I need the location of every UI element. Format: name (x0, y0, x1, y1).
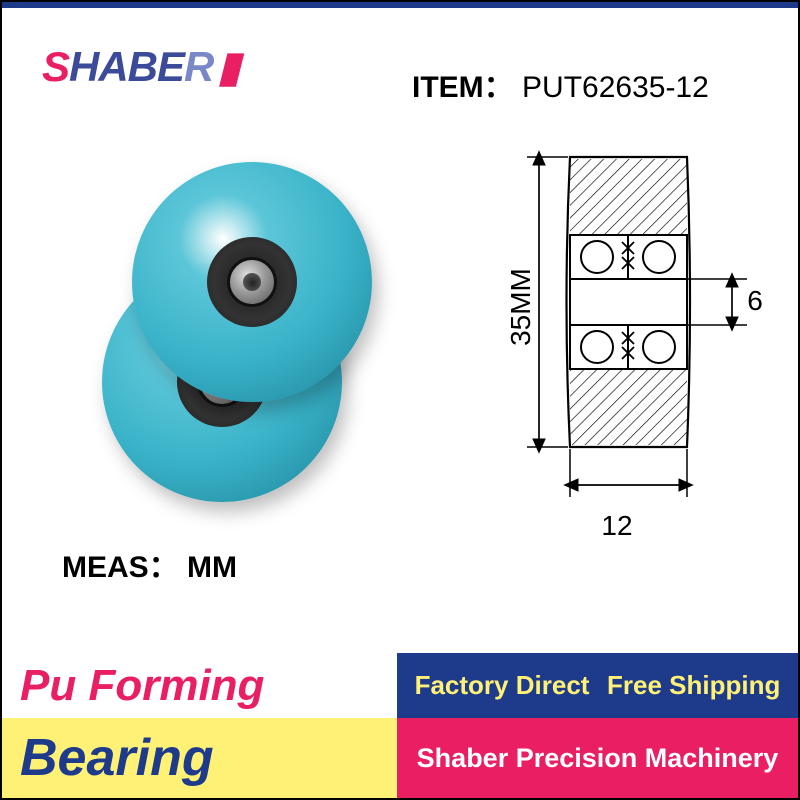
brand-last: R (184, 43, 213, 90)
product-photo (62, 142, 402, 512)
top-border (2, 2, 798, 8)
bore-hole (243, 273, 261, 291)
product-card: SHABER▮ ITEM： PUT62635-12 MEAS： MM (0, 0, 800, 800)
meas-key: MEAS： (62, 551, 179, 584)
brand-bar: ▮ (217, 43, 239, 90)
footer: Pu Forming Factory Direct Free Shipping … (2, 653, 798, 798)
footer-title-2: Bearing (2, 718, 397, 798)
brand-text: SHABER▮ (42, 43, 240, 90)
brand-accent: S (42, 43, 69, 90)
brand-mid: HABE (69, 43, 184, 90)
tag-factory: Factory Direct (415, 653, 590, 718)
footer-row1: Pu Forming Factory Direct Free Shipping (2, 653, 798, 718)
meas-label: MEAS： MM (62, 542, 237, 586)
wheel-front (132, 162, 372, 402)
drawing-svg: 12 35MM 6 (487, 137, 767, 567)
item-key: ITEM： (412, 71, 514, 104)
dim-bore: 6 (747, 285, 763, 316)
technical-drawing: 12 35MM 6 (487, 137, 767, 567)
dim-width: 12 (601, 510, 632, 541)
item-label: ITEM： PUT62635-12 (412, 62, 709, 106)
tag-shipping: Free Shipping (607, 653, 780, 718)
footer-row2: Bearing Shaber Precision Machinery (2, 718, 798, 798)
item-value: PUT62635-12 (522, 71, 709, 104)
footer-tags: Factory Direct Free Shipping (397, 653, 798, 718)
brand-logo: SHABER▮ (42, 42, 240, 91)
footer-company: Shaber Precision Machinery (397, 718, 798, 798)
footer-title-1: Pu Forming (2, 653, 397, 718)
meas-value: MM (187, 551, 237, 584)
dim-height: 35MM (505, 268, 536, 346)
